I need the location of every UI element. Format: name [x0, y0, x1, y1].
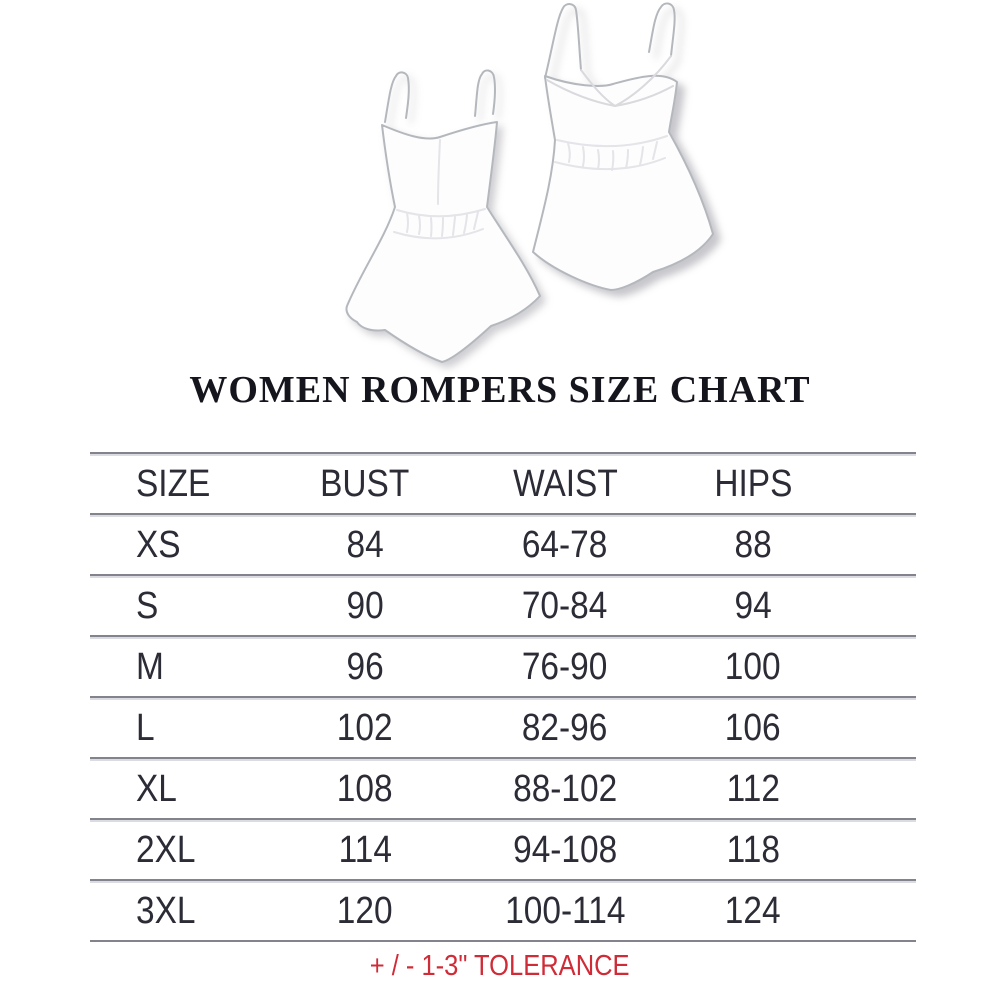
front-gather: [463, 214, 468, 234]
table-row: S 90 70-84 94: [90, 574, 916, 635]
back-gather: [652, 141, 658, 160]
front-gather: [418, 215, 421, 235]
hips-cell: 124: [725, 889, 781, 932]
bust-cell: 102: [337, 706, 393, 749]
waist-cell: 82-96: [522, 706, 608, 749]
waist-cell: 70-84: [522, 584, 608, 627]
back-neckline-seam-right: [614, 85, 674, 107]
page-title: WOMEN ROMPERS SIZE CHART: [189, 369, 811, 411]
waist-cell: 94-108: [512, 828, 618, 871]
table-row: L 102 82-96 106: [90, 696, 916, 757]
front-right-strap: [474, 69, 497, 117]
back-gather: [639, 146, 644, 166]
back-gather: [567, 142, 571, 163]
waist-cell: 64-78: [522, 523, 608, 566]
size-cell: S: [136, 584, 159, 627]
front-waistband-top: [396, 208, 486, 218]
hips-cell: 112: [726, 767, 780, 810]
table-row: XL 108 88-102 112: [90, 757, 916, 818]
table-row: M 96 76-90 100: [90, 635, 916, 696]
hips-cell: 88: [734, 523, 772, 566]
waist-cell: 88-102: [512, 767, 618, 810]
bust-cell: 114: [338, 828, 392, 871]
front-left-strap: [384, 71, 410, 123]
front-gather: [406, 212, 409, 233]
back-left-strap: [544, 3, 582, 79]
col-header-size: SIZE: [136, 462, 211, 505]
hips-cell: 94: [734, 584, 772, 627]
size-cell: XS: [136, 523, 181, 566]
table-row: 3XL 120 100-114 124: [90, 879, 916, 940]
waist-cell: 100-114: [504, 889, 626, 932]
col-header-waist: WAIST: [512, 462, 618, 505]
back-gather: [611, 150, 615, 171]
bust-cell: 108: [337, 767, 393, 810]
size-cell: L: [136, 706, 155, 749]
back-gather: [597, 149, 600, 170]
table-row: XS 84 64-78 88: [90, 513, 916, 574]
back-waistband-top: [556, 135, 668, 148]
bust-cell: 84: [346, 523, 384, 566]
bust-cell: 120: [337, 889, 393, 932]
back-gather: [582, 146, 585, 167]
product-images: [0, 0, 1000, 385]
back-neckline-seam-left: [546, 79, 616, 107]
col-header-bust: BUST: [320, 462, 410, 505]
size-cell: M: [136, 645, 164, 688]
romper-front-view-image: [345, 69, 541, 363]
waist-cell: 76-90: [522, 645, 608, 688]
front-gather: [473, 211, 479, 230]
size-table-body: XS 84 64-78 88 S 90 70-84 94 M 96 76-90 …: [90, 513, 916, 940]
table-header-row: SIZE BUST WAIST HIPS: [90, 452, 916, 513]
bust-cell: 90: [346, 584, 384, 627]
romper-back-view-image: [532, 2, 714, 291]
front-waistband-bottom: [393, 228, 484, 240]
bust-cell: 96: [346, 645, 384, 688]
back-strap-inner-right: [614, 55, 672, 107]
col-header-hips: HIPS: [713, 462, 793, 505]
back-strap-inner-left: [580, 69, 616, 107]
table-row: 2XL 114 94-108 118: [90, 818, 916, 879]
hips-cell: 106: [725, 706, 781, 749]
size-cell: 2XL: [136, 828, 196, 871]
tolerance-note: + / - 1-3" TOLERANCE: [370, 950, 630, 982]
back-body: [532, 74, 714, 291]
back-right-strap: [648, 2, 676, 57]
back-gather: [625, 149, 629, 169]
front-center-seam: [437, 139, 441, 205]
front-gather: [430, 217, 433, 237]
front-gather: [452, 216, 456, 236]
size-cell: XL: [136, 767, 177, 810]
front-body: [345, 121, 541, 363]
hips-cell: 118: [726, 828, 780, 871]
front-gather: [441, 217, 444, 237]
size-table: SIZE BUST WAIST HIPS XS 84 64-78 88 S 90…: [90, 452, 916, 942]
size-cell: 3XL: [136, 889, 196, 932]
hips-cell: 100: [725, 645, 781, 688]
